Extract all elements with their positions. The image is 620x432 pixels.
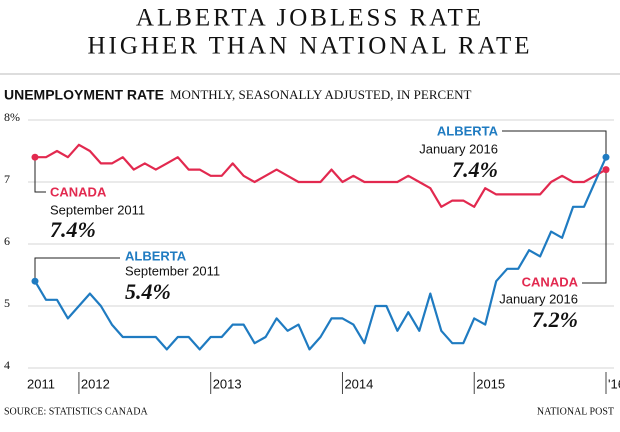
annotation-value: 7.4% [452, 157, 498, 182]
y-tick-label: 4 [4, 358, 10, 372]
leader-line [34, 157, 46, 193]
series-line [34, 156, 608, 351]
end-point [602, 153, 610, 161]
leader-line [582, 169, 607, 284]
y-tick-label: 8% [4, 110, 20, 124]
y-axis-title: UNEMPLOYMENT RATE [4, 87, 164, 103]
end-point [31, 153, 39, 161]
x-tick-label: 2014 [344, 376, 373, 391]
annotation-date: January 2016 [499, 291, 578, 306]
annotation-value: 5.4% [125, 279, 171, 304]
end-point [31, 277, 39, 285]
end-point [602, 166, 610, 174]
series-line [35, 143, 607, 208]
annotation-date: September 2011 [50, 202, 145, 217]
y-tick-label: 5 [4, 296, 10, 310]
annotation-name: CANADA [522, 274, 579, 289]
annotation-name: ALBERTA [125, 248, 187, 263]
annotation-name: CANADA [50, 184, 107, 199]
credit: NATIONAL POST [537, 406, 614, 417]
source: SOURCE: STATISTICS CANADA [4, 406, 148, 417]
leader-line [34, 257, 120, 282]
subtitle: MONTHLY, SEASONALLY ADJUSTED, IN PERCENT [170, 87, 472, 102]
x-tick-label: '16 [608, 376, 620, 391]
x-tick-label: 2012 [81, 376, 110, 391]
x-tick-label: 2013 [213, 376, 242, 391]
annotation-value: 7.4% [50, 217, 96, 242]
y-tick-label: 7 [4, 172, 10, 186]
annotation-value: 7.2% [532, 307, 578, 332]
annotation-date: January 2016 [419, 141, 498, 156]
y-tick-label: 6 [4, 234, 10, 248]
chart-title: ALBERTA JOBLESS RATE [136, 5, 484, 32]
annotation-date: September 2011 [125, 263, 220, 278]
annotation-name: ALBERTA [437, 123, 499, 138]
chart-title: HIGHER THAN NATIONAL RATE [87, 33, 532, 60]
x-tick-label: 2015 [476, 376, 505, 391]
x-tick-label: 2011 [27, 376, 55, 391]
leader-line [502, 130, 607, 158]
